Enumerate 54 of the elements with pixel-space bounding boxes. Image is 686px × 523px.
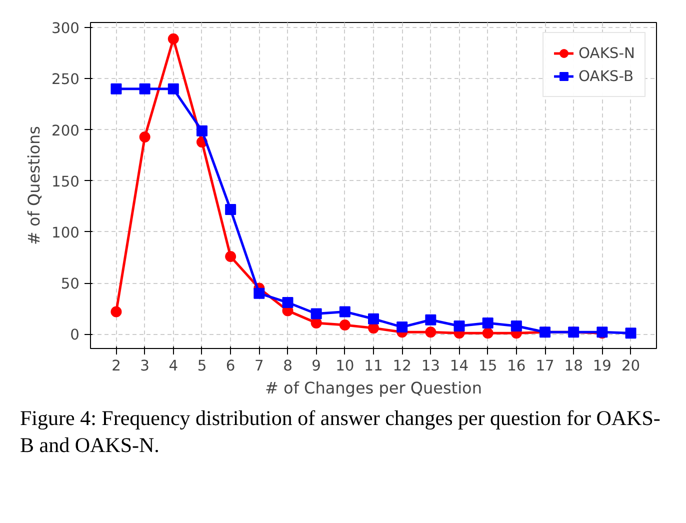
point (254, 288, 265, 299)
point (425, 326, 436, 338)
x-tick-label: 13 (421, 358, 440, 374)
point (225, 251, 236, 262)
x-tick-label: 20 (621, 358, 640, 374)
point (168, 33, 179, 44)
point (196, 125, 208, 136)
x-tick-label: 4 (168, 358, 178, 374)
x-tick-label: 9 (312, 358, 321, 374)
point (139, 83, 150, 94)
x-tick-label: 17 (536, 358, 554, 374)
y-tick-label: 0 (70, 326, 80, 344)
x-tick-label: 5 (197, 358, 207, 374)
x-tick-label: 3 (140, 358, 150, 374)
point (625, 328, 636, 339)
y-axis-title: # of Questions (24, 126, 44, 245)
x-tick-label: 2 (112, 358, 121, 374)
legend-label: OAKS-N (578, 44, 635, 62)
x-tick-label: 18 (564, 358, 583, 374)
point (139, 131, 150, 142)
y-tick-label: 100 (52, 224, 80, 242)
x-tick-label: 19 (592, 358, 612, 374)
point (510, 320, 522, 332)
y-tick-label: 200 (52, 122, 80, 140)
point (110, 83, 122, 94)
x-tick-label: 11 (364, 358, 383, 374)
point (454, 320, 465, 332)
x-tick-label: 8 (283, 358, 292, 374)
x-tick-label: 10 (336, 358, 354, 374)
point (339, 306, 350, 318)
point (225, 204, 236, 216)
point (425, 314, 436, 326)
point (482, 317, 494, 328)
x-tick-label: 15 (478, 358, 498, 374)
point (396, 322, 408, 333)
point (368, 313, 379, 324)
y-tick-label: 300 (52, 20, 80, 38)
x-tick-label: 12 (392, 358, 412, 374)
x-axis-title: # of Changes per Question (265, 378, 482, 398)
y-tick-label: 50 (60, 276, 80, 293)
x-tick-label: 7 (254, 358, 264, 374)
y-tick-label: 250 (52, 71, 80, 88)
x-tick-label: 16 (507, 358, 526, 374)
point (339, 320, 350, 330)
point (310, 308, 322, 320)
caption: Figure 4: Frequency distribution of answer changes per question for OAKS-B and OAKS-N. (20, 405, 662, 460)
x-tick-label: 6 (226, 358, 236, 374)
y-tick-label: 150 (52, 173, 80, 190)
point (168, 83, 179, 94)
legend-label: OAKS-B (578, 68, 634, 84)
point (282, 297, 294, 308)
point (110, 306, 122, 318)
point (482, 328, 494, 339)
x-tick-label: 14 (450, 358, 469, 374)
